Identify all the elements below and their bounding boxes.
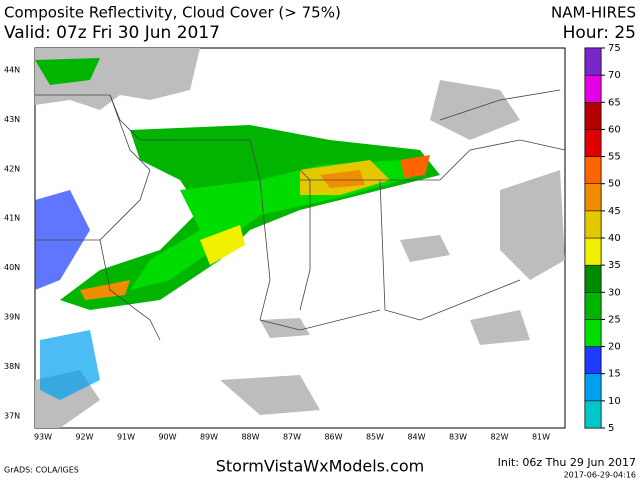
colorbar-label: 20 (608, 342, 621, 353)
colorbar-label: 30 (608, 287, 621, 298)
colorbar-swatch (584, 47, 602, 76)
colorbar-swatch (584, 183, 602, 212)
colorbar-label: 45 (608, 206, 621, 217)
init-time: Init: 06z Thu 29 Jun 2017 (498, 456, 636, 469)
colorbar-label: 25 (608, 314, 621, 325)
lon-label: 87W (283, 433, 301, 442)
colorbar-swatch (584, 210, 602, 239)
colorbar-swatch (584, 156, 602, 184)
lon-label: 92W (75, 433, 93, 442)
lat-label: 41N (4, 214, 20, 223)
colorbar-swatch (584, 373, 602, 402)
colorbar-swatch (584, 400, 602, 429)
colorbar-swatch (584, 264, 602, 293)
colorbar-label: 75 (608, 43, 621, 54)
colorbar-swatch (584, 237, 602, 266)
boundaries (35, 89, 566, 341)
colorbar-swatch (584, 292, 602, 320)
colorbar-label: 50 (608, 179, 621, 190)
colorbar-label: 70 (608, 70, 621, 81)
colorbar-label: 15 (608, 369, 621, 380)
site-name: StormVistaWxModels.com (216, 457, 424, 476)
lat-label: 40N (4, 263, 20, 272)
colorbar-label: 5 (608, 423, 614, 434)
lat-label: 42N (4, 164, 20, 173)
lon-label: 89W (200, 433, 218, 442)
lat-label: 37N (4, 411, 20, 420)
colorbar-swatch (584, 346, 602, 374)
colorbar-label: 65 (608, 97, 621, 108)
colorbar-swatch (584, 319, 602, 347)
valid-time: Valid: 07z Fri 30 Jun 2017 (4, 23, 220, 43)
lon-label: 83W (449, 433, 467, 442)
lon-label: 82W (490, 433, 508, 442)
colorbar-label: 35 (608, 260, 621, 271)
lon-label: 88W (241, 433, 259, 442)
colorbar-label: 10 (608, 396, 621, 407)
colorbar-swatch (584, 129, 602, 157)
timestamp: 2017-06-29-04:16 (564, 471, 636, 480)
lon-label: 86W (324, 433, 342, 442)
map-area (34, 47, 566, 429)
model-name: NAM-HIRES (551, 4, 636, 22)
lon-label: 93W (34, 433, 52, 442)
forecast-hour: Hour: 25 (563, 23, 636, 43)
lon-label: 91W (117, 433, 135, 442)
lat-label: 44N (4, 66, 20, 75)
colorbar-label: 40 (608, 233, 621, 244)
colorbar-label: 60 (608, 124, 621, 135)
colorbar-swatch (584, 102, 602, 130)
lat-label: 43N (4, 115, 20, 124)
lat-label: 38N (4, 362, 20, 371)
lat-label: 39N (4, 313, 20, 322)
radar-echoes (35, 58, 440, 400)
lon-label: 81W (532, 433, 550, 442)
lon-label: 85W (366, 433, 384, 442)
lon-label: 84W (407, 433, 425, 442)
colorbar-label: 55 (608, 152, 621, 163)
credit: GrADS: COLA/IGES (4, 466, 79, 475)
title: Composite Reflectivity, Cloud Cover (> 7… (4, 4, 341, 22)
lon-label: 90W (158, 433, 176, 442)
colorbar-swatch (584, 74, 602, 103)
